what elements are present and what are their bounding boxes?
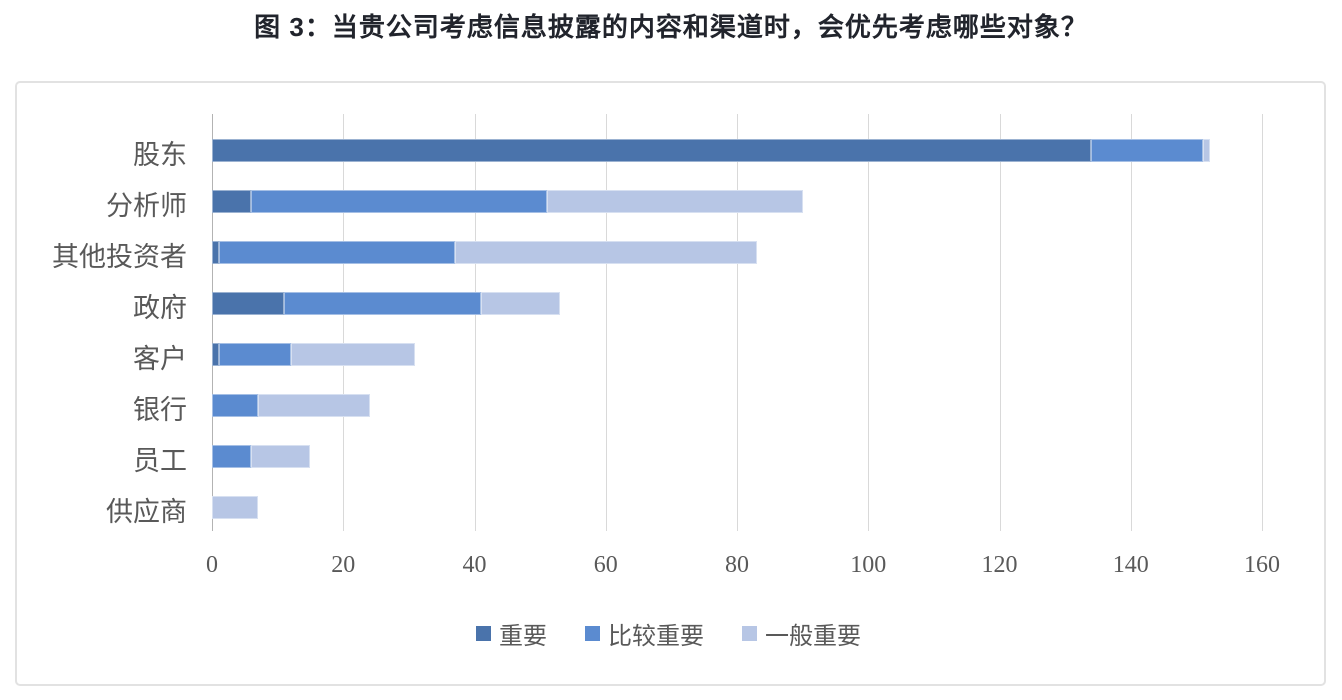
legend-label: 一般重要 (765, 624, 861, 650)
bar-segment-一般重要 (251, 445, 311, 468)
bar-segment-比较重要 (218, 241, 455, 264)
category-label-8: 供应商 (106, 497, 187, 527)
bar-segment-比较重要 (218, 343, 291, 366)
bar-segment-一般重要 (257, 394, 370, 417)
gridline-40 (474, 114, 476, 531)
legend-item-重要: 重要 (476, 616, 547, 651)
legend-swatch-icon (476, 626, 491, 641)
bar-row-2 (212, 190, 803, 213)
gridline-160 (1262, 114, 1263, 531)
chart-title: 图 3：当贵公司考虑信息披露的内容和渠道时，会优先考虑哪些对象？ (254, 12, 1088, 42)
x-tick-label-60: 60 (593, 552, 618, 578)
x-tick-label-140: 140 (1112, 552, 1149, 578)
category-label-7: 员工 (133, 446, 187, 476)
bar-segment-重要 (212, 190, 252, 213)
category-label-1: 股东 (133, 140, 187, 170)
x-tick-label-100: 100 (850, 552, 887, 578)
bar-segment-一般重要 (212, 496, 258, 519)
category-label-3: 其他投资者 (52, 242, 187, 272)
category-label-2: 分析师 (106, 191, 187, 221)
gridline-80 (737, 114, 738, 531)
category-label-4: 政府 (133, 293, 187, 323)
legend-swatch-icon (742, 626, 757, 641)
x-tick-label-0: 0 (206, 552, 218, 578)
bar-row-6 (212, 394, 370, 417)
legend-item-一般重要: 一般重要 (742, 616, 861, 651)
y-axis-line (212, 114, 213, 531)
legend-item-比较重要: 比较重要 (585, 616, 704, 651)
bar-row-4 (212, 292, 560, 315)
category-label-5: 客户 (133, 344, 187, 374)
x-tick-label-120: 120 (981, 552, 1018, 578)
bar-row-7 (212, 445, 311, 468)
gridline-60 (605, 114, 607, 531)
gridline-120 (999, 114, 1001, 531)
bar-segment-比较重要 (212, 394, 258, 417)
bar-row-5 (212, 343, 416, 366)
bar-row-8 (212, 496, 258, 519)
bar-segment-重要 (212, 292, 285, 315)
x-tick-label-160: 160 (1244, 552, 1280, 578)
plot-area: 0 20 40 60 80 100 120 140 160 股东分析师其他投资者政府客户银行员工供… (52, 114, 1280, 578)
bar-segment-比较重要 (251, 190, 547, 213)
bar-segment-比较重要 (1091, 139, 1203, 162)
bar-segment-重要 (212, 343, 219, 366)
bar-segment-一般重要 (481, 292, 560, 315)
gridline-140 (1130, 114, 1132, 531)
gridline-20 (343, 114, 345, 531)
chart-frame: 0 20 40 60 80 100 120 140 160 股东分析师其他投资者政府客户银行员工供… (15, 81, 1326, 686)
legend-label: 比较重要 (608, 624, 704, 650)
x-tick-label-40: 40 (462, 552, 487, 578)
category-label-6: 银行 (133, 395, 187, 425)
bar-segment-一般重要 (1202, 139, 1210, 162)
bar-segment-一般重要 (546, 190, 803, 213)
gridline-100 (868, 114, 870, 531)
x-tick-label-20: 20 (331, 552, 356, 578)
bar-segment-一般重要 (290, 343, 416, 366)
bar-row-1 (212, 139, 1210, 162)
legend-swatch-icon (585, 626, 600, 641)
chart-legend: 重要 比较重要 一般重要 (17, 616, 1320, 651)
bar-segment-重要 (212, 139, 1092, 162)
bar-segment-比较重要 (284, 292, 482, 315)
bar-segment-比较重要 (212, 445, 252, 468)
bar-segment-重要 (212, 241, 219, 264)
bar-segment-一般重要 (454, 241, 757, 264)
legend-label: 重要 (499, 624, 547, 650)
bar-row-3 (212, 241, 757, 264)
x-tick-label-80: 80 (725, 552, 749, 578)
